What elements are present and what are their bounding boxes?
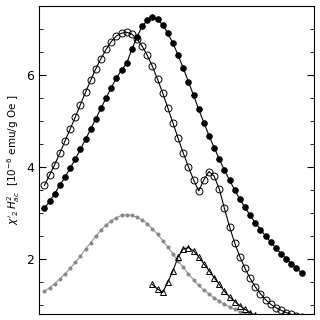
Y-axis label: $\chi'_2\,H^2_{ac}$  [$10^{-6}$ emu/g Oe ]: $\chi'_2\,H^2_{ac}$ [$10^{-6}$ emu/g Oe … (5, 95, 22, 225)
